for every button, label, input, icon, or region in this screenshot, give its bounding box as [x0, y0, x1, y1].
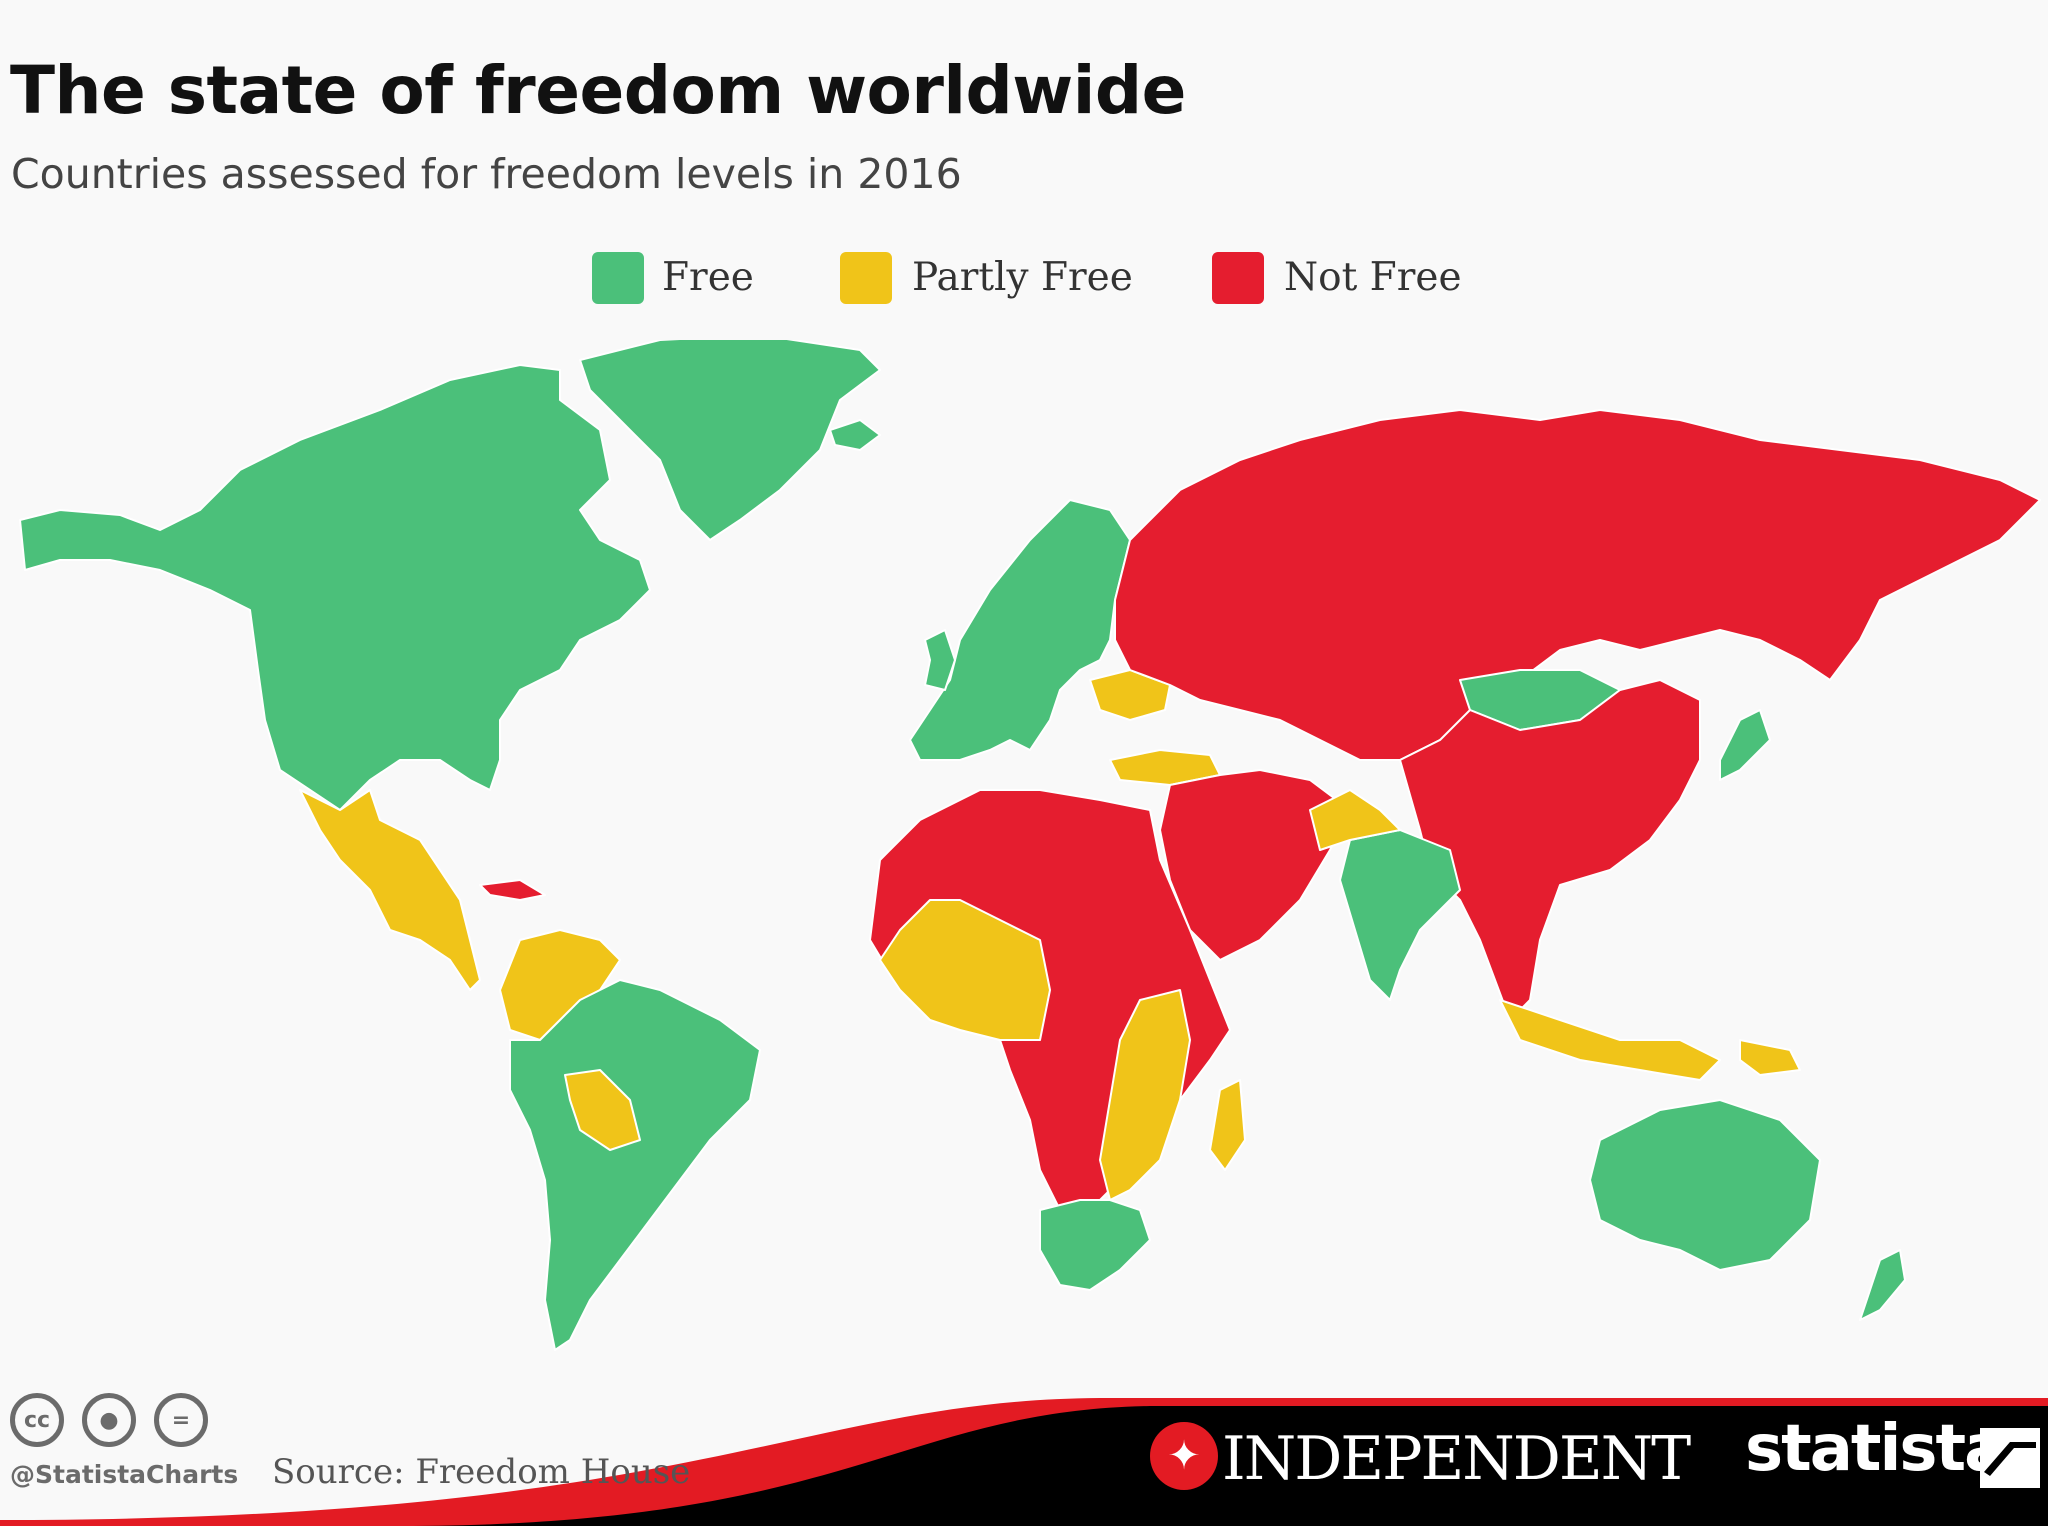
region-pakistan-nepal: [1309, 789, 1401, 851]
region-mexico-central-america: [299, 789, 481, 991]
chart-title: The state of freedom worldwide: [10, 52, 1186, 129]
chart-subtitle: Countries assessed for freedom levels in…: [11, 150, 962, 198]
region-west-africa: [879, 899, 1051, 1041]
footer-band: [0, 1398, 2048, 1526]
legend: Free Partly Free Not Free: [0, 250, 2048, 306]
attribution-icon: ●: [82, 1393, 136, 1447]
no-derivatives-icon: =: [154, 1393, 208, 1447]
region-middle-east: [1159, 769, 1351, 961]
creative-commons-icon: cc: [10, 1393, 64, 1447]
independent-wordmark: INDEPENDENT: [1222, 1424, 1691, 1494]
region-japan: [1719, 709, 1771, 781]
legend-swatch-free: [592, 252, 644, 304]
region-india: [1339, 829, 1461, 1001]
legend-label-not-free: Not Free: [1284, 255, 1462, 300]
source-note: Source: Freedom House: [272, 1452, 691, 1492]
region-china-southeast-asia: [1399, 679, 1701, 1021]
eagle-icon: ✦: [1150, 1422, 1218, 1490]
region-south-america: [509, 979, 761, 1351]
region-north-america: [19, 364, 651, 811]
region-bolivia-paraguay: [564, 1069, 641, 1151]
region-indonesia-philippines: [1499, 999, 1721, 1081]
region-europe: [909, 499, 1131, 761]
legend-label-free: Free: [662, 255, 754, 300]
statista-logo-icon: [1980, 1428, 2040, 1488]
legend-swatch-not-free: [1212, 252, 1264, 304]
region-east-africa: [1099, 989, 1191, 1201]
world-map: [19, 340, 2041, 1351]
region-southern-africa: [1039, 1199, 1151, 1291]
region-madagascar: [1209, 1079, 1246, 1171]
region-cuba: [479, 879, 546, 901]
legend-swatch-partly-free: [840, 252, 892, 304]
region-iceland: [829, 419, 881, 451]
region-papua-new-guinea: [1739, 1039, 1801, 1076]
region-greenland: [579, 340, 881, 541]
statista-wordmark: statista: [1745, 1412, 2007, 1486]
region-uk: [924, 629, 956, 691]
statista-handle: @StatistaCharts: [10, 1460, 239, 1489]
region-australia: [1589, 1099, 1821, 1271]
region-russia-central-asia: [1114, 409, 2041, 761]
legend-label-partly-free: Partly Free: [912, 255, 1133, 300]
region-new-zealand: [1859, 1249, 1906, 1321]
